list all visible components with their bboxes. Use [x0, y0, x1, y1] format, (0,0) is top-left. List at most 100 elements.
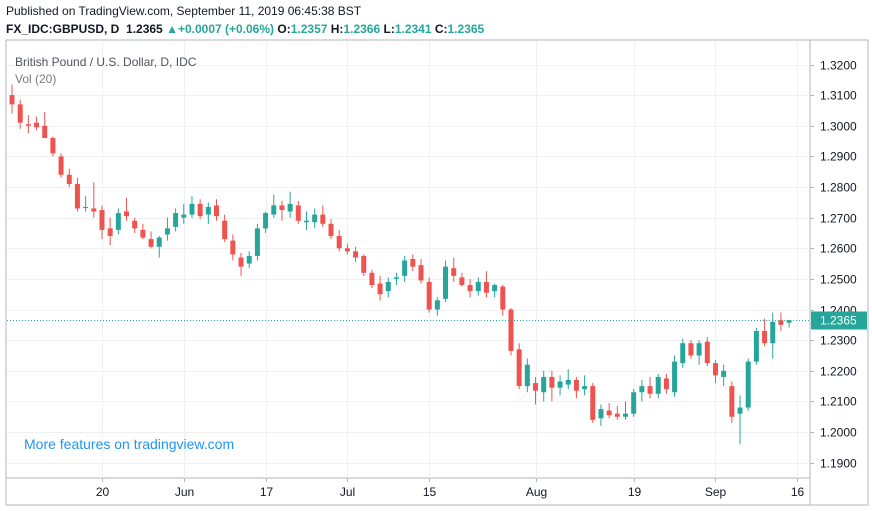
plot-frame [5, 39, 811, 479]
candle-body-down [614, 413, 620, 417]
candle-body-up [156, 237, 162, 247]
candle-body-down [533, 383, 539, 391]
candle-body-down [483, 281, 489, 293]
candle-body-down [295, 205, 301, 221]
symbol-label: FX_IDC:GBPUSD, D [6, 22, 120, 36]
volume-legend[interactable]: Vol (20) [15, 72, 57, 86]
high-value: 1.2366 [343, 22, 381, 36]
y-tick-label: 1.2800 [820, 181, 857, 195]
last-price-badge-label: 1.2365 [820, 314, 857, 328]
candle-body-down [451, 268, 457, 276]
candle-body-down [688, 343, 694, 356]
low-value: 1.2341 [394, 22, 432, 36]
y-tick-label: 1.2700 [820, 212, 857, 226]
x-tick-label: Sep [705, 485, 727, 499]
candle-body-up [164, 228, 170, 235]
candle-body-up [623, 413, 628, 417]
candle-body-down [369, 272, 375, 286]
candle-body-down [124, 211, 130, 217]
candle-body-up [402, 260, 408, 276]
candle-body-up [524, 364, 530, 387]
ohlc-header: FX_IDC:GBPUSD, D 1.2365 ▲+0.0007 (+0.06%… [6, 22, 484, 36]
candle-body-down [50, 138, 56, 154]
candle-body-up [557, 381, 563, 388]
x-tick-label: 19 [628, 485, 642, 499]
candle-body-down [107, 228, 113, 237]
candle-body-down [238, 257, 244, 267]
chart-legend-title: British Pound / U.S. Dollar, D, IDC [15, 55, 197, 69]
y-tick-label: 1.2000 [820, 426, 857, 440]
x-tick-label: Jun [175, 485, 194, 499]
candle-body-up [786, 320, 792, 323]
candle-body-up [672, 361, 678, 393]
last-price-badge [811, 311, 867, 330]
y-tick-label: 1.3100 [820, 89, 857, 103]
y-tick-label: 1.2600 [820, 242, 857, 256]
candle-body-up [541, 376, 547, 393]
candle-body-up [263, 213, 269, 229]
open-label: O: [277, 22, 291, 36]
high-label: H: [330, 22, 344, 36]
x-tick-label: 15 [423, 485, 437, 499]
close-label: C: [434, 22, 448, 36]
change-arrow-icon: ▲ [166, 22, 178, 36]
candle-body-down [34, 122, 40, 128]
candle-body-up [737, 407, 743, 414]
candle-body-down [25, 124, 31, 126]
candle-body-up [582, 386, 588, 390]
candle-body-up [246, 255, 252, 264]
candle-body-down [91, 208, 97, 212]
candle-body-down [17, 104, 23, 123]
candle-body-down [508, 309, 514, 351]
candle-body-down [606, 410, 612, 416]
x-tick-label: 16 [791, 485, 805, 499]
candle-body-up [287, 203, 293, 212]
candle-body-up [393, 277, 399, 279]
candle-body-down [197, 203, 203, 217]
more-features-link[interactable]: More features on tradingview.com [24, 436, 235, 452]
x-tick-label: 20 [96, 485, 110, 499]
candle-body-up [598, 409, 604, 419]
candle-body-up [443, 266, 449, 299]
candle-body-up [745, 361, 751, 408]
candle-body-down [426, 281, 432, 310]
candle-body-down [704, 341, 710, 364]
candle-body-down [500, 286, 506, 310]
candle-body-down [590, 386, 596, 420]
change-value: +0.0007 (+0.06%) [177, 22, 275, 36]
candle-body-down [344, 248, 350, 252]
candle-body-down [320, 214, 326, 224]
y-tick-label: 1.3200 [820, 59, 857, 73]
y-tick-label: 1.2200 [820, 365, 857, 379]
candle-body-down [418, 265, 424, 281]
candle-body-up [271, 205, 277, 215]
candle-body-down [132, 220, 138, 229]
candle-body-up [312, 214, 318, 223]
candle-body-down [66, 174, 72, 184]
y-tick-label: 1.3000 [820, 120, 857, 134]
candle-body-up [475, 281, 481, 292]
candle-body-down [663, 378, 669, 390]
candle-body-up [655, 376, 661, 394]
candle-body-down [778, 320, 784, 325]
y-tick-label: 1.2500 [820, 273, 857, 287]
candle-body-up [639, 386, 645, 393]
candle-body-down [410, 259, 416, 267]
candle-body-down [58, 156, 64, 175]
candle-body-down [516, 349, 522, 387]
candle-body-up [565, 379, 571, 385]
candle-body-up [770, 321, 776, 344]
candle-body-up [205, 206, 211, 215]
candle-body-down [74, 183, 80, 209]
candle-body-up [696, 343, 702, 356]
candle-body-up [385, 281, 391, 292]
price-axis-frame [809, 39, 869, 506]
candle-body-down [647, 386, 653, 394]
y-tick-label: 1.1900 [820, 457, 857, 471]
candle-body-up [721, 370, 727, 377]
candle-body-down [42, 125, 48, 139]
candle-body-down [459, 277, 465, 286]
candle-body-up [753, 330, 759, 362]
candle-body-down [328, 223, 334, 237]
